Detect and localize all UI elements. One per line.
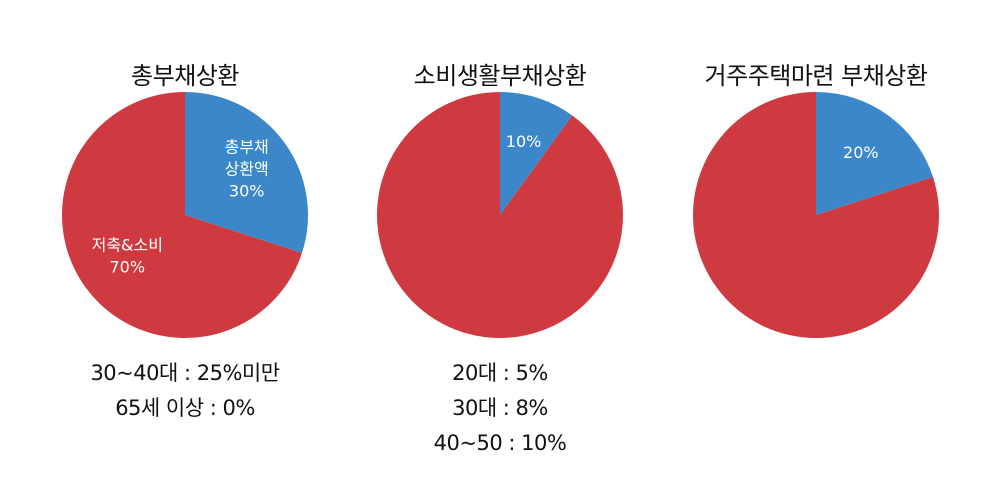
chart-title-3: 거주주택마련 부채상환 <box>704 62 928 90</box>
slice-value-label: 70% <box>110 257 146 276</box>
pie-slice <box>500 92 573 215</box>
note-line: 30대 : 8% <box>452 396 548 420</box>
note-line: 65세 이상 : 0% <box>115 396 255 420</box>
pie-chart-2: 10% <box>377 92 623 338</box>
pie-panel-2: 소비생활부채상환 10% 20대 : 5% 30대 : 8% 40~50 : 1… <box>350 0 650 500</box>
note-line: 40~50 : 10% <box>433 431 567 455</box>
notes-2: 20대 : 5% 30대 : 8% 40~50 : 10% <box>350 356 650 461</box>
note-line: 20대 : 5% <box>452 361 548 385</box>
pie-slice <box>816 92 933 215</box>
pie-panel-3: 거주주택마련 부채상환 20% <box>666 0 966 500</box>
pie-chart-3: 20% <box>693 92 939 338</box>
notes-1: 30~40대 : 25%미만 65세 이상 : 0% <box>35 356 335 426</box>
slice-label: 상환액 <box>225 160 269 179</box>
pie-slice <box>185 92 308 254</box>
pie-slice <box>693 92 939 338</box>
slice-label: 저축&소비 <box>92 235 163 254</box>
chart-title-2: 소비생활부채상환 <box>413 62 587 90</box>
note-line: 30~40대 : 25%미만 <box>90 361 280 385</box>
slice-value-label: 30% <box>229 182 265 201</box>
slice-value-label: 20% <box>843 143 879 162</box>
slice-label: 총부채 <box>225 138 269 157</box>
slice-value-label: 10% <box>506 132 542 151</box>
chart-title-1: 총부채상환 <box>131 62 239 90</box>
pie-slice <box>377 92 623 338</box>
pie-slice <box>62 92 302 338</box>
